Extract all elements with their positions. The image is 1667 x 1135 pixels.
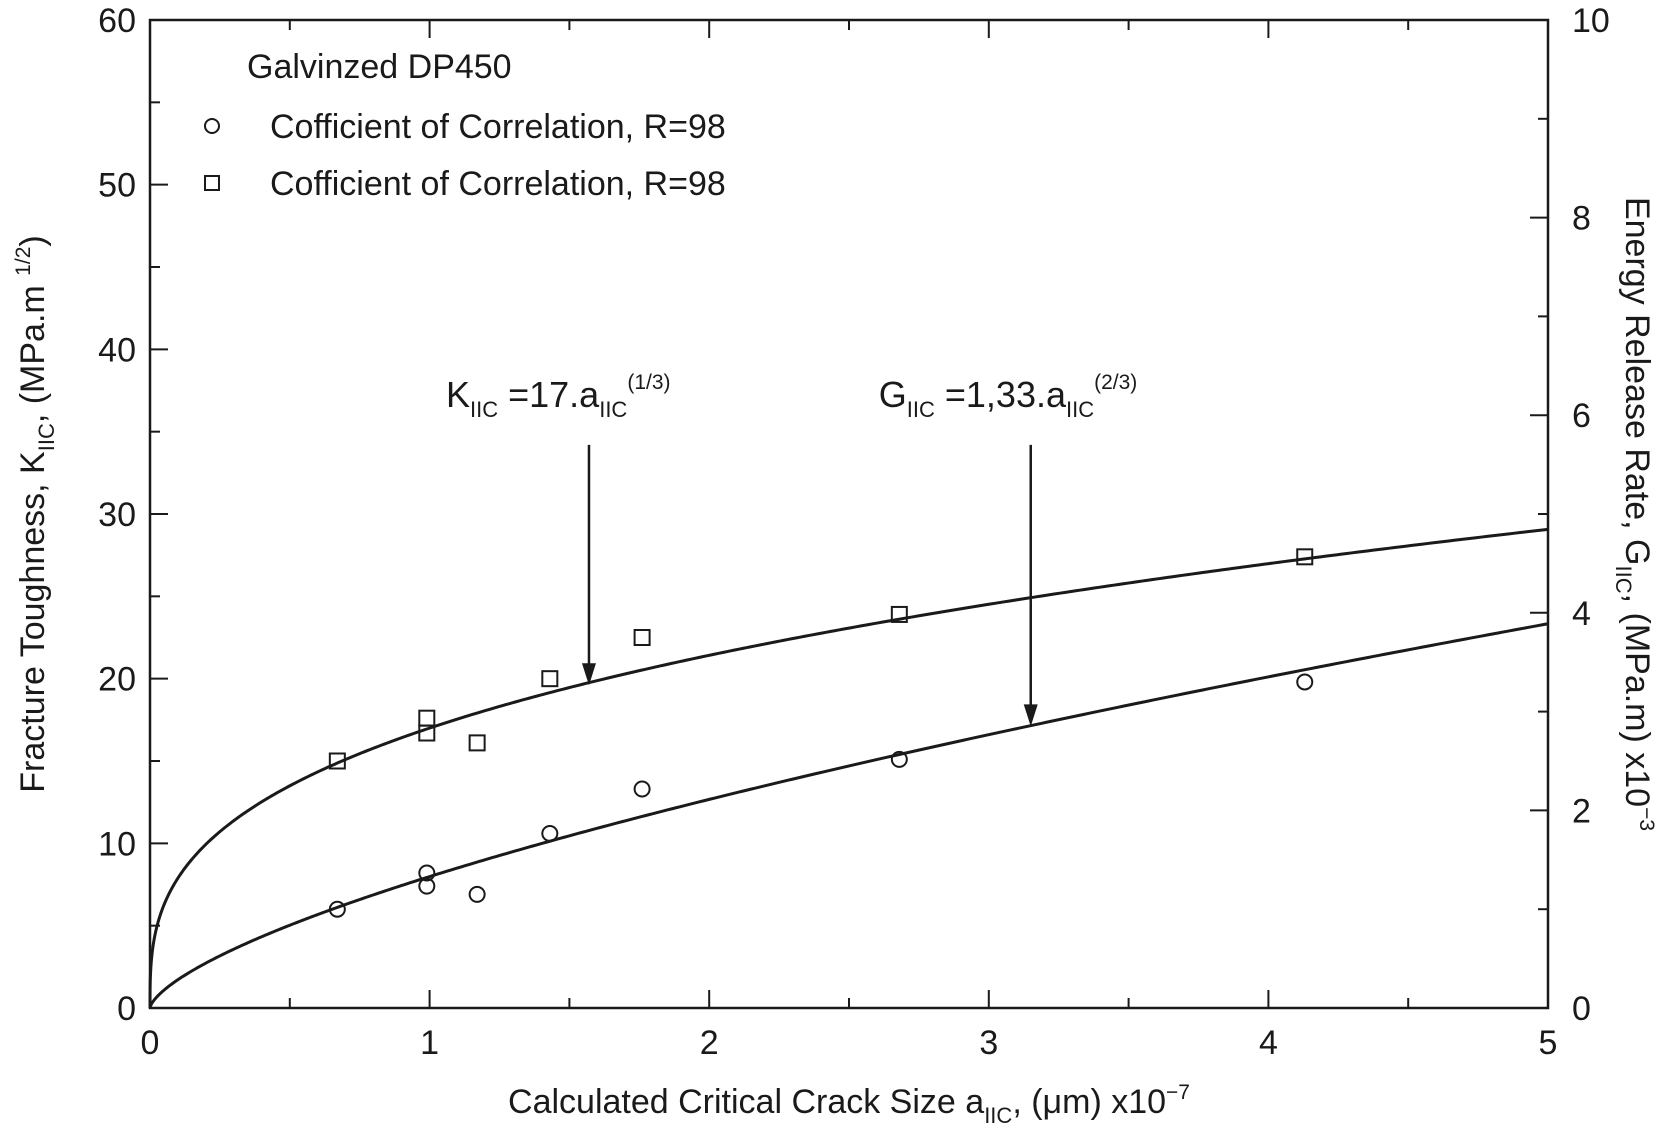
data-point-circle xyxy=(633,780,651,798)
fit-curve-2 xyxy=(148,622,1549,1009)
x-tick-label: 1 xyxy=(420,1024,439,1062)
legend-label-square: Cofficient of Correlation, R=98 xyxy=(270,165,726,203)
x-tick-label: 0 xyxy=(141,1024,160,1062)
x-axis-title: Calculated Critical Crack Size aIIC, (μm… xyxy=(508,1081,1190,1128)
data-point-square xyxy=(418,709,436,727)
fit-curves xyxy=(148,527,1549,1009)
data-point-circle xyxy=(1296,673,1314,691)
data-point-square xyxy=(1296,548,1314,566)
data-point-square xyxy=(468,734,486,752)
y-left-axis-title: Fracture Toughness, KIIC, (MPa.m 1/2) xyxy=(12,235,59,792)
y-right-tick-label: 2 xyxy=(1572,792,1591,830)
y-right-axis-title: Energy Release Rate, GIIC, (MPa.m) x10−3 xyxy=(1611,197,1658,831)
data-point-circle xyxy=(890,750,908,768)
legend-label-circle: Cofficient of Correlation, R=98 xyxy=(270,108,726,146)
data-point-square xyxy=(418,724,436,742)
annotation-arrow-head xyxy=(1023,704,1038,727)
fit-curve-1 xyxy=(148,527,1549,1009)
annotation-equation: KIIC =17.aIIC(1/3) xyxy=(446,371,671,422)
y-right-tick-label: 6 xyxy=(1572,397,1591,435)
data-point-circle xyxy=(468,885,486,903)
legend-square-marker xyxy=(204,175,220,191)
plot-frame xyxy=(148,18,1550,1010)
y-right-tick-label: 10 xyxy=(1572,2,1610,40)
data-point-circle xyxy=(328,900,346,918)
legend-circle-marker xyxy=(204,118,220,134)
y-left-tick-label: 0 xyxy=(117,990,136,1028)
data-points xyxy=(328,548,1314,918)
annotations: KIIC =17.aIIC(1/3) GIIC =1,33.aIIC(2/3) xyxy=(446,371,1137,727)
x-tick-label: 2 xyxy=(700,1024,719,1062)
y-left-tick-label: 50 xyxy=(98,167,136,205)
y-left-tick-label: 10 xyxy=(98,825,136,863)
x-tick-label: 5 xyxy=(1539,1024,1558,1062)
x-tick-label: 4 xyxy=(1259,1024,1278,1062)
data-point-square xyxy=(633,629,651,646)
y-right-tick-label: 0 xyxy=(1572,990,1591,1028)
y-left-tick-label: 40 xyxy=(98,331,136,369)
y-left-tick-label: 60 xyxy=(98,2,136,40)
data-point-circle xyxy=(418,864,436,882)
x-tick-label: 3 xyxy=(979,1024,998,1062)
legend: Galvinzed DP450 Cofficient of Correlatio… xyxy=(204,48,726,203)
data-point-circle xyxy=(541,824,559,842)
annotation-equation: GIIC =1,33.aIIC(2/3) xyxy=(879,371,1138,422)
data-point-square xyxy=(328,752,346,770)
y-right-tick-label: 4 xyxy=(1572,595,1591,633)
data-point-square xyxy=(541,670,559,688)
y-left-tick-label: 20 xyxy=(98,661,136,699)
legend-title: Galvinzed DP450 xyxy=(247,48,512,86)
annotation-arrow-head xyxy=(581,663,596,686)
y-left-tick-label: 30 xyxy=(98,496,136,534)
data-point-circle xyxy=(418,877,436,895)
y-right-tick-label: 8 xyxy=(1572,200,1591,238)
data-point-square xyxy=(890,605,908,623)
